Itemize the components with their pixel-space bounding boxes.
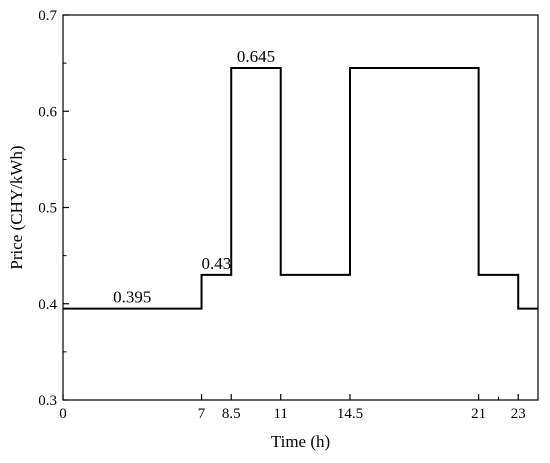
x-tick-label: 21 (471, 406, 486, 422)
y-tick-label: 0.7 (38, 8, 57, 24)
x-axis-label: Time (h) (271, 432, 330, 451)
value-annotation: 0.395 (113, 288, 151, 307)
series-layer (63, 66, 538, 310)
x-tick-label: 7 (198, 406, 206, 422)
x-tick-label: 11 (273, 406, 287, 422)
price-step-line (63, 66, 538, 310)
x-tick-label: 0 (59, 406, 67, 422)
labels-layer: 0.3 0.4 0.5 0.6 0.7 0 7 8.5 11 14.5 21 23 0.395 0.43 0… (38, 8, 525, 422)
y-tick-label: 0.6 (38, 104, 57, 120)
y-axis-label: Price (CHY/kWh) (7, 145, 26, 269)
x-tick-label: 23 (511, 406, 526, 422)
y-tick-label: 0.3 (38, 393, 57, 409)
y-tick-label: 0.4 (38, 297, 57, 313)
x-tick-label: 8.5 (222, 406, 241, 422)
x-tick-label: 14.5 (337, 406, 363, 422)
plot-frame (62, 14, 539, 401)
y-tick-label: 0.5 (38, 201, 57, 217)
value-annotation: 0.645 (237, 47, 275, 66)
axes (62, 14, 539, 401)
value-annotation: 0.43 (202, 254, 232, 273)
